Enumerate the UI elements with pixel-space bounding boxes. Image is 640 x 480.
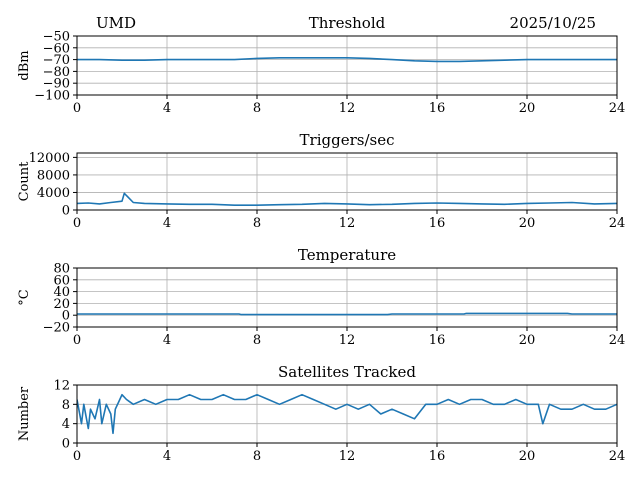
threshold-series-line-0 — [77, 56, 617, 63]
triggers-ytick-label-3: 12000 — [29, 151, 70, 166]
satellites-series-line-0 — [77, 393, 617, 435]
triggers-xtick-label-6: 24 — [609, 216, 626, 231]
satellites-chart-title: Satellites Tracked — [278, 363, 416, 381]
satellites-xtick-label-3: 12 — [339, 449, 356, 464]
threshold-ytick-label-2: −80 — [43, 65, 70, 80]
triggers-xtick-label-4: 16 — [429, 216, 446, 231]
triggers-ytick-label-1: 4000 — [37, 186, 70, 201]
temperature-ytick-label-3: 40 — [53, 285, 70, 300]
temperature-xtick-label-4: 16 — [429, 333, 446, 348]
threshold-ytick-label-1: −90 — [43, 77, 70, 92]
temperature-xtick-label-2: 8 — [253, 333, 261, 348]
satellites-ytick-label-3: 12 — [53, 379, 70, 394]
triggers-ytick-label-2: 8000 — [37, 168, 70, 183]
date-label: 2025/10/25 — [510, 14, 596, 32]
triggers-xtick-label-3: 12 — [339, 216, 356, 231]
triggers-xtick-label-1: 4 — [163, 216, 171, 231]
threshold-y-axis-label: dBm — [17, 50, 32, 80]
satellites-y-axis-label: Number — [17, 386, 32, 441]
threshold-xtick-label-5: 20 — [519, 101, 536, 116]
threshold-xtick-label-0: 0 — [73, 101, 81, 116]
temperature-xtick-label-3: 12 — [339, 333, 356, 348]
triggers-xtick-label-0: 0 — [73, 216, 81, 231]
threshold-chart-title: Threshold — [309, 14, 386, 32]
threshold-ytick-label-0: −100 — [34, 89, 70, 104]
threshold-ytick-label-3: −70 — [43, 53, 70, 68]
triggers-y-axis-label: Count — [17, 161, 32, 202]
threshold-xtick-label-4: 16 — [429, 101, 446, 116]
threshold-xtick-label-6: 24 — [609, 101, 626, 116]
threshold-xtick-label-3: 12 — [339, 101, 356, 116]
triggers-chart-title: Triggers/sec — [300, 131, 395, 149]
satellites-xtick-label-6: 24 — [609, 449, 626, 464]
temperature-xtick-label-0: 0 — [73, 333, 81, 348]
triggers-xtick-label-2: 8 — [253, 216, 261, 231]
threshold-xtick-label-1: 4 — [163, 101, 171, 116]
temperature-ytick-label-2: 20 — [53, 297, 70, 312]
satellites-xtick-label-2: 8 — [253, 449, 261, 464]
satellites-ytick-label-2: 8 — [62, 398, 70, 413]
temperature-series-line-0 — [77, 312, 617, 316]
satellites-xtick-label-5: 20 — [519, 449, 536, 464]
triggers-xtick-label-5: 20 — [519, 216, 536, 231]
temperature-ytick-label-0: −20 — [43, 321, 70, 336]
temperature-xtick-label-6: 24 — [609, 333, 626, 348]
temperature-ytick-label-5: 80 — [53, 262, 70, 277]
temperature-y-axis-label: °C — [17, 289, 32, 306]
triggers-series-line-0 — [77, 192, 617, 206]
temperature-ytick-label-1: 0 — [62, 309, 70, 324]
satellites-xtick-label-1: 4 — [163, 449, 171, 464]
temperature-xtick-label-1: 4 — [163, 333, 171, 348]
temperature-ytick-label-4: 60 — [53, 273, 70, 288]
temperature-chart-title: Temperature — [298, 246, 396, 264]
satellites-ytick-label-0: 0 — [62, 437, 70, 452]
temperature-xtick-label-5: 20 — [519, 333, 536, 348]
threshold-ytick-label-4: −60 — [43, 41, 70, 56]
threshold-xtick-label-2: 8 — [253, 101, 261, 116]
station-label: UMD — [96, 14, 136, 32]
threshold-ytick-label-5: −50 — [43, 30, 70, 45]
triggers-ytick-label-0: 0 — [62, 204, 70, 219]
satellites-xtick-label-0: 0 — [73, 449, 81, 464]
satellites-ytick-label-1: 4 — [62, 417, 70, 432]
satellites-xtick-label-4: 16 — [429, 449, 446, 464]
